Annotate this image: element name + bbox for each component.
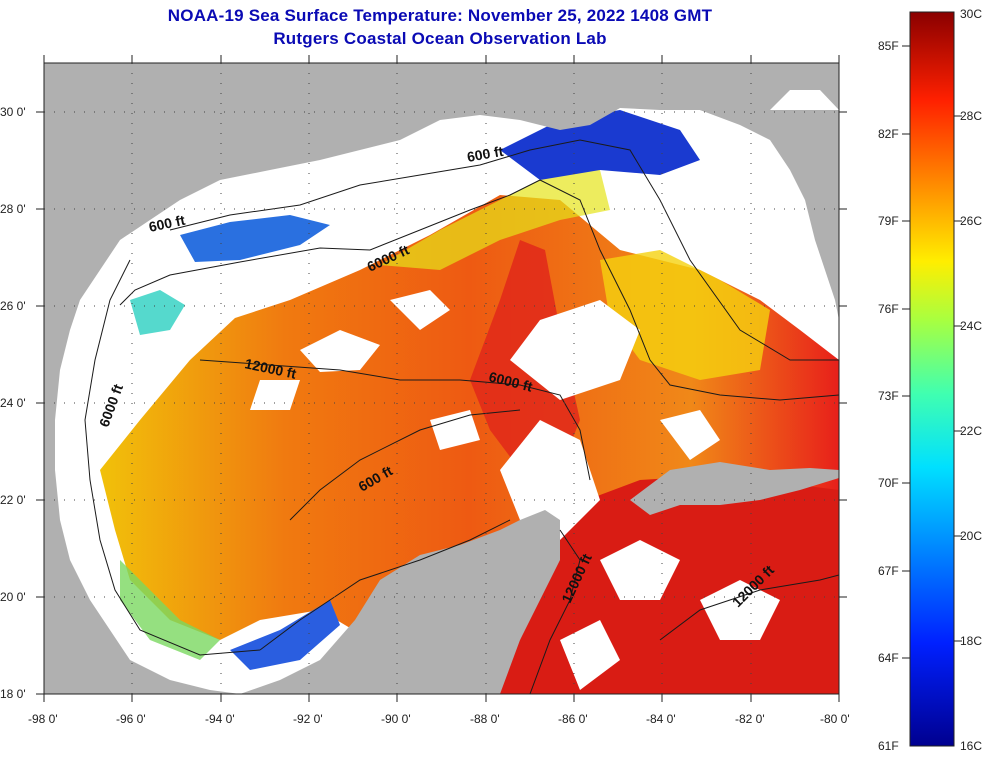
colorbar-f-label: 61F: [878, 739, 899, 753]
lon-label: -88 0': [470, 712, 500, 726]
contour-label-600-texas: 600 ft: [147, 212, 186, 235]
colorbar-f-label: 79F: [878, 214, 899, 228]
sst-field-cool-texas: [180, 215, 330, 262]
colorbar-f-label: 67F: [878, 564, 899, 578]
colorbar-f-label: 64F: [878, 651, 899, 665]
lon-label: -96 0': [116, 712, 146, 726]
colorbar-f-label: 76F: [878, 302, 899, 316]
lon-label: -80 0': [820, 712, 850, 726]
colorbar-f-label: 85F: [878, 39, 899, 53]
axis-ticks: [36, 55, 847, 702]
sst-field-yellow-north: [380, 170, 610, 270]
lat-label: 20 0': [0, 590, 26, 604]
colorbar-f-label: 70F: [878, 476, 899, 490]
map-frame: [43, 62, 840, 695]
colorbar-c-label: 18C: [960, 634, 982, 648]
lat-label: 18 0': [0, 687, 26, 701]
cloud-patches: [250, 290, 780, 690]
landmass: [44, 63, 839, 694]
bathymetry-contours: [84, 139, 839, 694]
sst-field-yellow-east: [600, 250, 770, 380]
lon-label: -98 0': [28, 712, 58, 726]
lon-label: -82 0': [735, 712, 765, 726]
colorbar-ticks: [902, 45, 962, 659]
lon-label: -94 0': [205, 712, 235, 726]
lat-label: 22 0': [0, 493, 26, 507]
colorbar-c-label: 20C: [960, 529, 982, 543]
contour-label-600-louisiana: 600 ft: [466, 143, 505, 165]
colorbar-c-label: 28C: [960, 109, 982, 123]
title-line-2: Rutgers Coastal Ocean Observation Lab: [273, 29, 607, 48]
colorbar-scale: [909, 11, 955, 747]
lon-label: -84 0': [646, 712, 676, 726]
colorbar-c-label: 30C: [960, 7, 982, 21]
lat-label: 24 0': [0, 396, 26, 410]
sst-field-green-texas: [130, 290, 185, 335]
title-line-1: NOAA-19 Sea Surface Temperature: Novembe…: [167, 6, 713, 25]
lon-label: -86 0': [558, 712, 588, 726]
colorbar-f-label: 73F: [878, 389, 899, 403]
lat-label: 30 0': [0, 105, 26, 119]
lon-label: -92 0': [293, 712, 323, 726]
colorbar-f-label: 82F: [878, 127, 899, 141]
sst-field-green-campeche: [120, 560, 220, 660]
sst-field-cool-campeche: [230, 600, 340, 670]
colorbar-c-label: 26C: [960, 214, 982, 228]
lat-label: 28 0': [0, 202, 26, 216]
lat-label: 26 0': [0, 299, 26, 313]
colorbar-c-label: 24C: [960, 319, 982, 333]
colorbar-c-label: 22C: [960, 424, 982, 438]
lon-label: -90 0': [381, 712, 411, 726]
colorbar-c-label: 16C: [960, 739, 982, 753]
